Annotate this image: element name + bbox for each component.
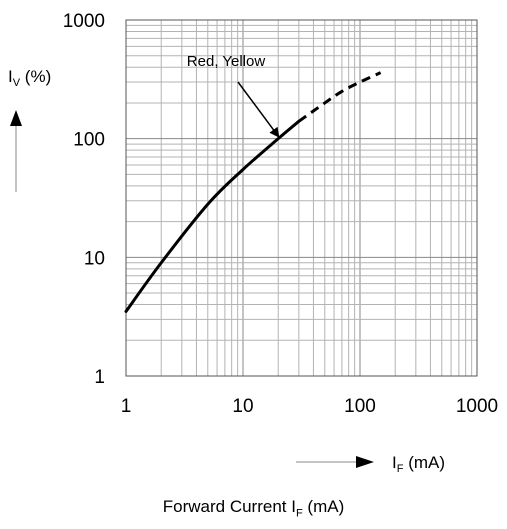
y-axis-arrow-head <box>10 110 22 126</box>
x-tick-label: 10 <box>232 396 253 417</box>
x-tick-label: 1 <box>121 396 132 417</box>
y-tick-label: 10 <box>84 248 105 269</box>
annotation-layer: Red, Yellow <box>187 53 280 138</box>
series-line-dashed <box>297 71 382 123</box>
tick-labels: 1 10 100 1000 1 10 100 1000 <box>63 11 498 417</box>
chart-bottom-title: Forward Current IF (mA) <box>162 497 345 520</box>
annotation-arrow <box>237 81 280 138</box>
y-tick-label: 100 <box>73 130 105 151</box>
x-tick-label: 1000 <box>456 396 498 417</box>
y-axis-label: IV (%) <box>8 67 51 89</box>
series-layer <box>124 71 382 313</box>
x-axis-label: IF (mA) <box>392 453 445 475</box>
y-tick-label: 1 <box>94 367 105 388</box>
annotation-label: Red, Yellow <box>187 53 266 70</box>
series-line-solid <box>124 119 301 313</box>
plot-frame <box>125 19 478 377</box>
x-axis-arrow-head <box>356 456 374 468</box>
y-tick-label: 1000 <box>63 11 105 32</box>
grid <box>125 20 477 377</box>
x-tick-label: 100 <box>344 396 376 417</box>
